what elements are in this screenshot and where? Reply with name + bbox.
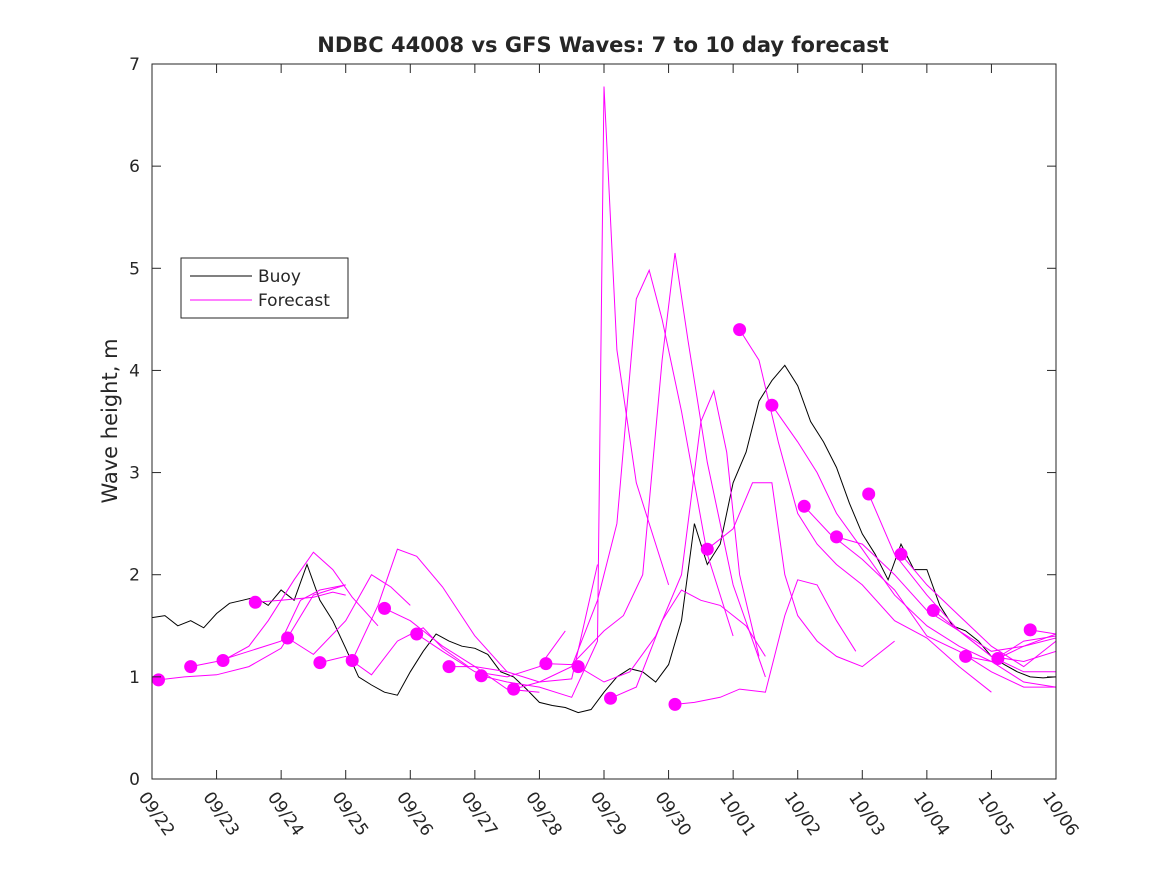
x-tick-label: 09/23: [199, 788, 243, 840]
forecast-start-marker: [959, 649, 973, 663]
forecast-run-line: [577, 389, 760, 683]
forecast-start-marker: [474, 669, 488, 683]
forecast-run-line: [287, 573, 411, 656]
legend-forecast-label: Forecast: [258, 291, 330, 311]
forecast-run-line: [900, 553, 1056, 668]
buoy-series-line: [152, 364, 1056, 714]
legend-buoy-label: Buoy: [258, 267, 301, 287]
forecast-run-line: [158, 584, 346, 681]
plot-area: [152, 86, 1056, 714]
forecast-start-marker: [442, 660, 456, 674]
x-tick-label: 10/02: [780, 788, 824, 840]
y-tick-label: 3: [129, 464, 140, 484]
y-tick-label: 6: [129, 157, 140, 177]
legend: Buoy Forecast: [180, 257, 349, 319]
forecast-run-line: [610, 589, 766, 699]
y-tick-label: 7: [129, 55, 140, 75]
y-tick-label: 2: [129, 566, 140, 586]
x-tick-label: 10/04: [909, 788, 953, 840]
forecast-run-line: [706, 482, 895, 668]
forecast-run-line: [545, 252, 766, 678]
forecast-run-line: [222, 551, 379, 661]
x-tick-label: 09/22: [134, 788, 178, 840]
forecast-start-marker: [765, 398, 779, 412]
forecast-run-line: [513, 268, 734, 690]
forecast-run-line: [319, 627, 469, 676]
forecast-run-line: [771, 404, 1056, 688]
forecast-run-line: [836, 536, 1056, 673]
forecast-start-marker: [345, 654, 359, 667]
forecast-run-line: [255, 591, 346, 603]
y-tick-label: 4: [129, 361, 140, 381]
axes: 0 1 2 3 4 5 6 7 09/22 09/23 09/24 09/25 09/26 09/27 09…: [129, 55, 1082, 840]
forecast-start-marker: [410, 627, 424, 641]
forecast-run-line: [481, 86, 670, 698]
chart-title: NDBC 44008 vs GFS Waves: 7 to 10 day for…: [317, 33, 888, 57]
x-tick-label: 10/06: [1038, 788, 1082, 840]
forecast-run-line: [351, 548, 508, 673]
forecast-run-line: [190, 584, 346, 668]
x-tick-label: 09/29: [586, 788, 630, 840]
forecast-start-marker: [894, 547, 908, 561]
forecast-start-marker: [507, 682, 521, 696]
axes-box: [151, 63, 1057, 780]
x-tick-label: 09/30: [651, 788, 695, 840]
forecast-start-marker: [604, 691, 617, 705]
forecast-start-marker: [216, 654, 230, 667]
legend-box: [180, 257, 349, 319]
forecast-start-marker: [313, 656, 327, 670]
forecast-start-marker: [378, 601, 391, 615]
forecast-start-marker: [248, 595, 262, 609]
x-tick-label: 10/05: [973, 788, 1017, 840]
forecast-run-line: [803, 505, 1056, 688]
x-tick-label: 10/01: [715, 788, 759, 840]
x-tick-label: 10/03: [844, 788, 888, 840]
forecast-start-marker: [700, 542, 714, 556]
forecast-start-marker: [797, 499, 811, 513]
forecast-start-marker: [862, 487, 876, 501]
forecast-run-line: [674, 579, 857, 705]
x-tick-label: 09/28: [521, 788, 565, 840]
forecast-start-marker: [926, 604, 940, 617]
y-tick-label: 0: [129, 770, 140, 790]
y-tick-label: 5: [129, 259, 140, 279]
forecast-start-marker: [668, 697, 682, 711]
x-tick-label: 09/25: [328, 788, 372, 840]
x-tick-label: 09/24: [263, 788, 307, 840]
x-tick-label: 09/26: [392, 788, 436, 840]
forecast-start-marker: [1023, 623, 1037, 637]
forecast-run-line: [739, 329, 992, 693]
forecast-start-marker: [539, 657, 553, 671]
forecast-start-marker: [152, 673, 165, 687]
forecast-start-marker: [733, 323, 747, 337]
y-axis-label: Wave height, m: [98, 338, 122, 503]
forecast-run-line: [965, 635, 1056, 663]
forecast-start-marker: [281, 631, 295, 645]
y-tick-label: 1: [129, 668, 140, 688]
forecast-run-line: [932, 610, 1056, 652]
forecast-start-marker: [184, 660, 198, 674]
forecast-start-marker: [991, 652, 1005, 665]
forecast-run-line: [997, 633, 1056, 659]
forecast-start-marker: [830, 530, 843, 544]
forecast-start-marker: [571, 660, 585, 674]
x-tick-label: 09/27: [457, 788, 501, 840]
